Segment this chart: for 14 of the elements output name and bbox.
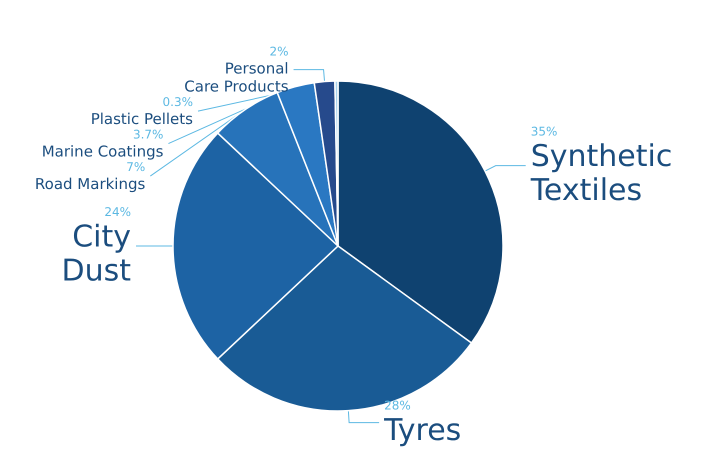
data-label: 24% <box>104 205 131 219</box>
data-label: 2% <box>270 44 289 59</box>
slice-label: Road Markings <box>34 175 146 194</box>
slice-label: Marine Coatings <box>42 142 164 161</box>
slice-label: Personal Care Products <box>184 60 289 96</box>
slice-label: City Dust <box>61 220 132 288</box>
data-label: 3.7% <box>132 128 164 142</box>
data-label: 35% <box>530 124 558 139</box>
data-label: 28% <box>384 398 411 413</box>
slice-label: Plastic Pellets <box>90 110 194 128</box>
slice-label: Synthetic Textiles <box>530 139 672 208</box>
data-label: 0.3% <box>162 95 193 110</box>
data-label: 7% <box>126 160 146 174</box>
slice-label: Tyres <box>383 413 462 448</box>
